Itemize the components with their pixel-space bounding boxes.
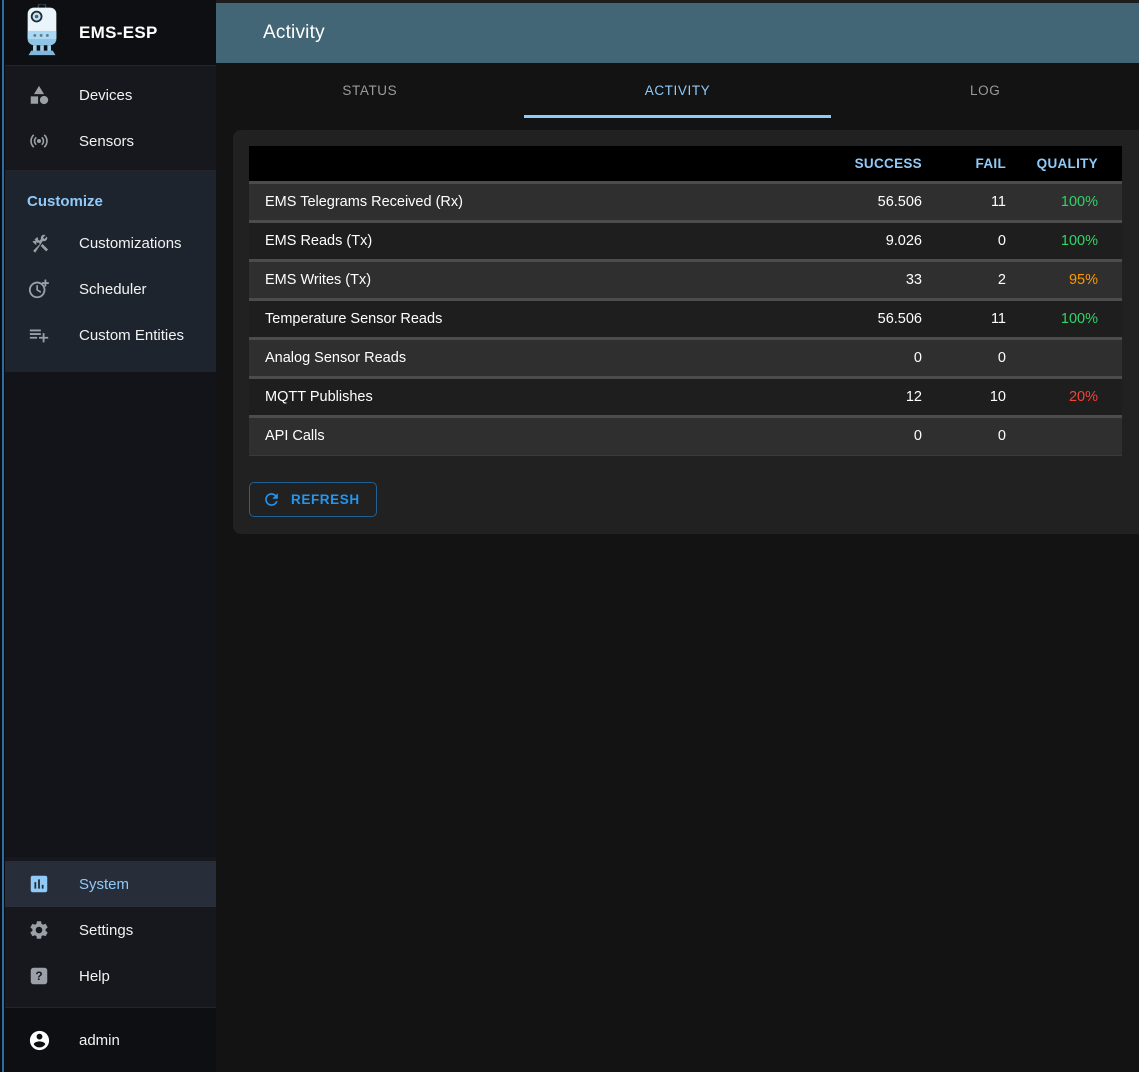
header-success: SUCCESS <box>854 155 922 171</box>
playlist-add-icon <box>27 323 51 347</box>
row-quality: 95% <box>1068 271 1098 288</box>
row-fail: 0 <box>997 428 1006 444</box>
sidebar-item-label: Sensors <box>79 132 135 150</box>
row-fail: 2 <box>997 271 1006 288</box>
sidebar-item-scheduler[interactable]: Scheduler <box>5 266 216 312</box>
row-quality <box>1006 416 1122 455</box>
row-quality <box>1006 338 1122 377</box>
row-success: 56.506 <box>877 193 922 210</box>
account-circle-icon <box>27 1028 51 1052</box>
sidebar-item-label: Help <box>79 967 110 985</box>
table-row: EMS Reads (Tx) 9.026 0 100% <box>249 221 1122 260</box>
sidebar-brand: EMS-ESP <box>5 0 216 66</box>
app-bar: Activity <box>216 3 1139 63</box>
category-icon <box>27 83 51 107</box>
sidebar-footer: admin <box>5 1007 216 1072</box>
active-tab-indicator <box>523 115 832 118</box>
row-name: API Calls <box>265 428 325 444</box>
row-success: 0 <box>913 349 922 366</box>
sidebar-customize-section: Customize Customizations <box>5 170 216 372</box>
row-name: EMS Writes (Tx) <box>265 271 372 288</box>
sidebar-item-help[interactable]: ? Help <box>5 953 216 999</box>
left-edge-strip <box>0 0 5 1072</box>
row-success: 9.026 <box>885 232 922 249</box>
customize-section-header[interactable]: Customize <box>27 193 103 210</box>
construction-icon <box>27 231 51 255</box>
row-name: Temperature Sensor Reads <box>265 310 443 327</box>
row-quality: 100% <box>1060 310 1098 327</box>
gear-icon <box>27 918 51 942</box>
sidebar-item-label: Devices <box>79 86 133 104</box>
table-header-row: SUCCESS FAIL QUALITY <box>249 146 1122 182</box>
header-quality: QUALITY <box>1036 155 1098 171</box>
table-row: API Calls 0 0 <box>249 416 1122 455</box>
tab-bar: STATUS ACTIVITY LOG <box>216 63 1139 118</box>
refresh-icon <box>262 490 281 509</box>
row-fail: 0 <box>997 232 1006 249</box>
sidebar-item-label: Settings <box>79 921 134 939</box>
assessment-icon <box>27 872 51 896</box>
sidebar-item-admin[interactable]: admin <box>5 1016 216 1064</box>
sidebar-item-customizations[interactable]: Customizations <box>5 220 216 266</box>
sidebar-main-nav: Devices Sensors <box>5 66 216 170</box>
activity-table: SUCCESS FAIL QUALITY EMS Telegrams Recei… <box>249 146 1122 456</box>
page-title: Activity <box>263 22 325 43</box>
row-quality: 100% <box>1060 232 1098 249</box>
header-name <box>249 146 804 182</box>
row-fail: 11 <box>990 310 1006 327</box>
table-row: Temperature Sensor Reads 56.506 11 100% <box>249 299 1122 338</box>
more-time-icon <box>27 277 51 301</box>
table-row: EMS Writes (Tx) 33 2 95% <box>249 260 1122 299</box>
sidebar-item-custom-entities[interactable]: Custom Entities <box>5 312 216 358</box>
row-fail: 0 <box>997 349 1006 366</box>
sidebar-item-label: Customizations <box>79 234 182 252</box>
top-edge-strip <box>216 0 1139 3</box>
row-quality: 100% <box>1060 193 1098 210</box>
row-name: EMS Reads (Tx) <box>265 232 373 249</box>
sidebar-item-devices[interactable]: Devices <box>5 72 216 118</box>
table-row: Analog Sensor Reads 0 0 <box>249 338 1122 377</box>
sidebar-item-settings[interactable]: Settings <box>5 907 216 953</box>
sidebar-item-system[interactable]: System <box>5 861 216 907</box>
row-success: 56.506 <box>877 310 922 327</box>
sidebar-bottom-nav: System Settings ? Help <box>5 857 216 1007</box>
row-name: Analog Sensor Reads <box>265 349 407 366</box>
boiler-logo-icon <box>21 3 63 61</box>
sidebar-item-label: Custom Entities <box>79 326 185 344</box>
refresh-button-label: REFRESH <box>291 491 360 507</box>
brand-title: EMS-ESP <box>79 22 158 42</box>
main-area: Activity STATUS ACTIVITY LOG SUCCESS FAI… <box>216 0 1139 1072</box>
row-fail: 11 <box>990 193 1006 210</box>
tab-status[interactable]: STATUS <box>342 83 398 98</box>
row-name: MQTT Publishes <box>265 388 373 405</box>
row-name: EMS Telegrams Received (Rx) <box>265 193 463 210</box>
row-fail: 10 <box>989 388 1006 405</box>
help-icon: ? <box>27 964 51 988</box>
svg-text:?: ? <box>35 969 42 983</box>
row-success: 12 <box>905 388 922 405</box>
table-row: MQTT Publishes 12 10 20% <box>249 377 1122 416</box>
row-success: 0 <box>913 428 922 444</box>
sidebar-item-label: System <box>79 875 130 893</box>
sidebar: EMS-ESP Devices <box>5 0 216 1072</box>
row-success: 33 <box>905 271 922 288</box>
table-row: EMS Telegrams Received (Rx) 56.506 11 10… <box>249 182 1122 221</box>
tab-activity[interactable]: ACTIVITY <box>644 83 711 98</box>
activity-panel: SUCCESS FAIL QUALITY EMS Telegrams Recei… <box>233 130 1139 534</box>
sidebar-item-label: Scheduler <box>79 280 147 298</box>
tab-log[interactable]: LOG <box>970 83 1001 98</box>
sidebar-spacer <box>5 372 216 857</box>
user-label: admin <box>79 1031 120 1049</box>
row-quality: 20% <box>1068 388 1098 405</box>
refresh-button[interactable]: REFRESH <box>249 481 377 517</box>
sensors-icon <box>27 129 51 153</box>
header-fail: FAIL <box>975 155 1006 171</box>
sidebar-item-sensors[interactable]: Sensors <box>5 118 216 164</box>
